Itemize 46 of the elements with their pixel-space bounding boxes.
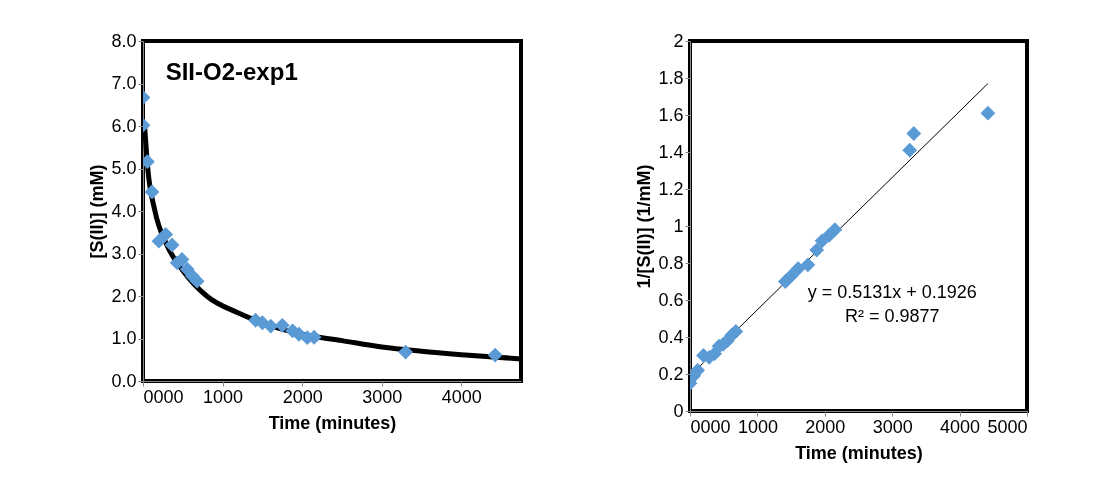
y-tick-label: 6.0 — [111, 115, 137, 136]
point — [158, 226, 174, 242]
y-tick-label: 1.2 — [658, 178, 684, 199]
x-tick-label: 3000 — [872, 416, 913, 437]
x-axis-title: Time (minutes) — [795, 442, 923, 463]
y-tick-label: 0.6 — [658, 289, 684, 310]
y-tick-label: 1.6 — [658, 104, 684, 125]
annotation: R² = 0.9877 — [844, 305, 940, 326]
point — [263, 318, 279, 334]
point — [164, 237, 180, 253]
y-tick-label: 1.4 — [658, 141, 684, 162]
point — [487, 347, 503, 363]
y-tick-label: 2 — [673, 30, 684, 51]
y-tick-label: 0.8 — [658, 252, 684, 273]
x-tick-label: 0000 — [143, 386, 184, 407]
y-axis-title: [S(II)] (mM) — [87, 164, 108, 259]
y-tick-label: 1.8 — [658, 67, 684, 88]
point — [398, 344, 414, 360]
text: SII-O2-exp1 — [165, 58, 298, 86]
x-tick-label: 0000 — [690, 416, 731, 437]
x-tick-label: 4000 — [441, 386, 482, 407]
y-axis-title: 1/[S(II)] (1/mM) — [634, 164, 655, 289]
y-tick-label: 5.0 — [111, 158, 137, 178]
y-tick-label: 4.0 — [111, 200, 137, 221]
y-tick-label: 8.0 — [111, 30, 137, 51]
annotation: y = 0.5131x + 0.1926 — [807, 281, 977, 302]
x-tick-label: 5000 — [987, 416, 1028, 437]
x-tick-label: 1000 — [737, 416, 778, 437]
point — [189, 273, 205, 289]
y-tick-label: 0.0 — [111, 370, 137, 391]
x-tick-label: 1000 — [203, 386, 244, 407]
y-tick-label: 7.0 — [111, 73, 137, 93]
point — [144, 184, 160, 200]
x-axis-title: Time (minutes) — [268, 412, 397, 433]
x-tick-label: 4000 — [940, 416, 981, 437]
x-tick-label: 3000 — [362, 386, 403, 407]
y-tick-label: 1.0 — [111, 328, 137, 348]
y-tick-label: 3.0 — [111, 243, 137, 263]
x-tick-label: 2000 — [282, 386, 323, 407]
y-tick-label: 0.2 — [658, 363, 684, 384]
y-tick-label: 0 — [673, 400, 684, 421]
y-tick-label: 2.0 — [111, 285, 137, 306]
y-tick-label: 1 — [673, 215, 684, 236]
y-tick-label: 0.4 — [658, 326, 684, 347]
point — [274, 317, 290, 333]
x-tick-label: 2000 — [805, 416, 846, 437]
